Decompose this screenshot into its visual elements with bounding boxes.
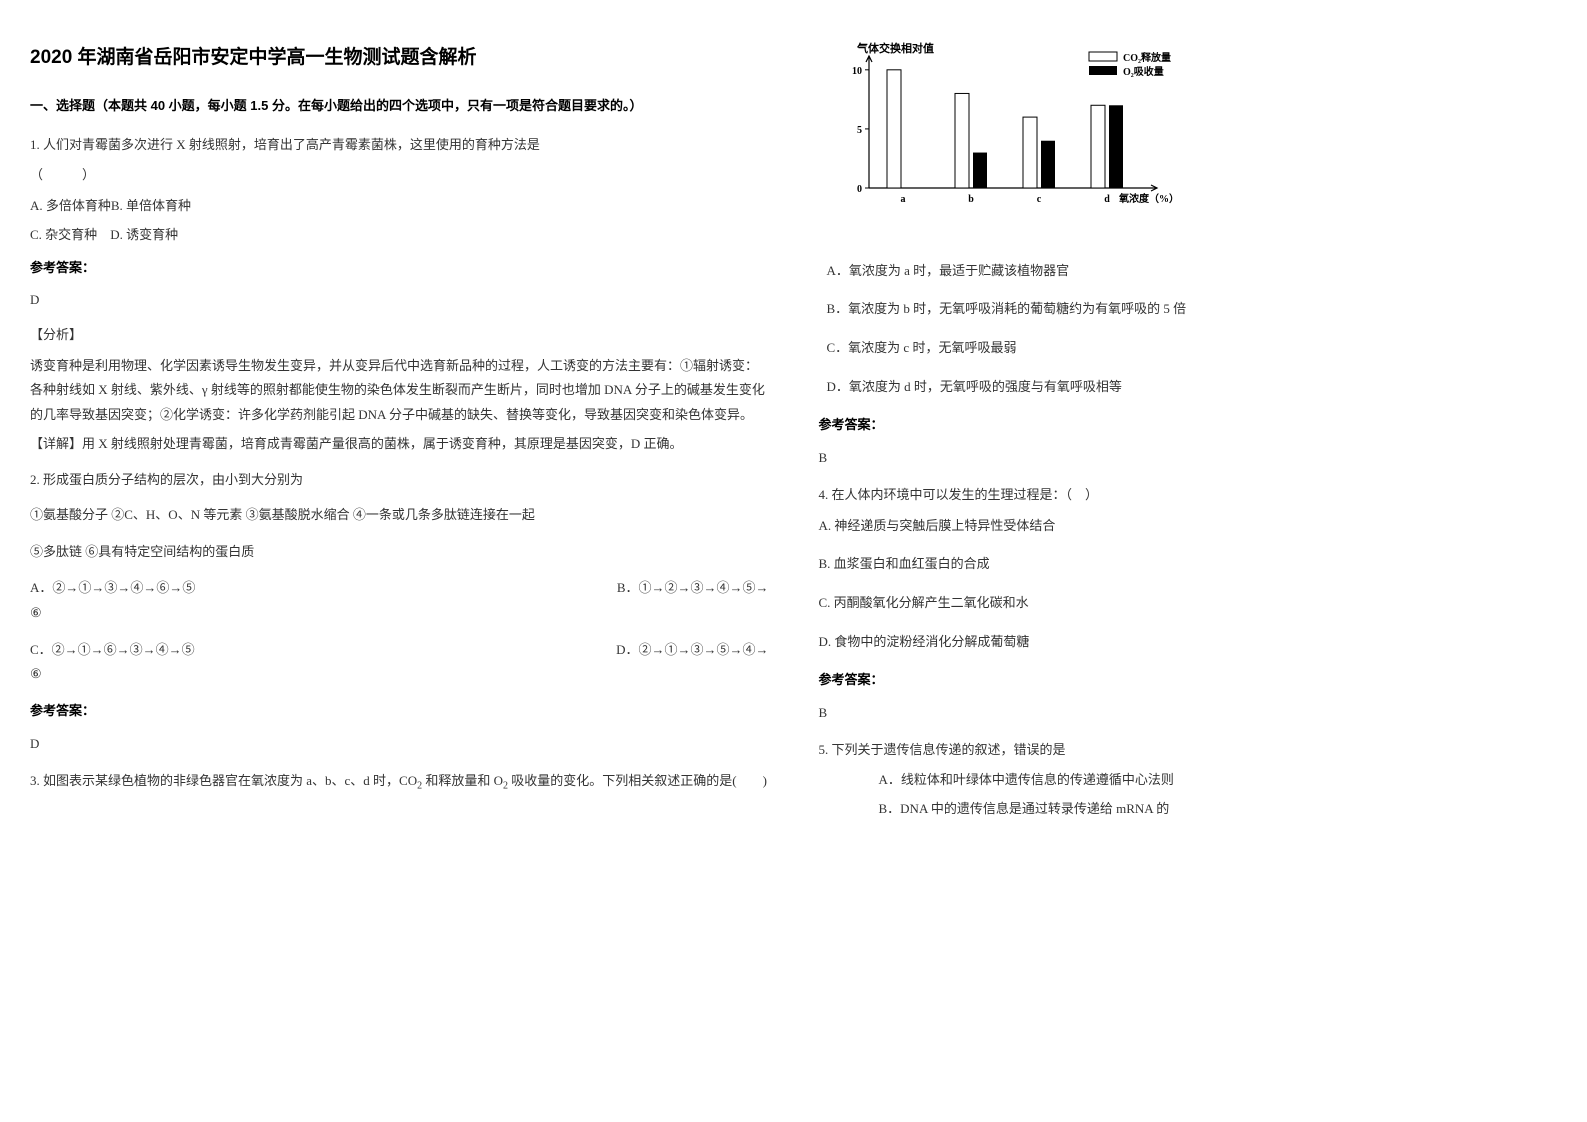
q2-stem: 2. 形成蛋白质分子结构的层次，由小到大分别为 [30, 468, 769, 493]
q1-analysis-head: 【分析】 [30, 323, 769, 348]
svg-text:氧浓度（%）: 氧浓度（%） [1118, 192, 1179, 205]
q1-row2: C. 杂交育种 D. 诱变育种 [30, 223, 769, 248]
q1-opt-d: D. 诱变育种 [110, 227, 178, 242]
left-column: 2020 年湖南省岳阳市安定中学高一生物测试题含解析 一、选择题（本题共 40 … [30, 40, 769, 834]
q1-row1: A. 多倍体育种B. 单倍体育种 [30, 194, 769, 219]
question-4: 4. 在人体内环境中可以发生的生理过程是：（ ） A. 神经递质与突触后膜上特异… [819, 483, 1558, 726]
q4-opt-a: A. 神经递质与突触后膜上特异性受体结合 [819, 514, 1558, 539]
bar-chart: 气体交换相对值 0 5 10 a b c d 氧浓度（%） CO₂释放量O₂吸收量 [839, 40, 1269, 210]
q2-row-cd: C．②→①→⑥→③→④→⑤ D．②→①→③→⑤→④→ [30, 638, 769, 663]
q2-answer-label: 参考答案： [30, 699, 769, 724]
q3-mid: 和释放量和 O [422, 773, 503, 788]
q1-stem: 1. 人们对青霉菌多次进行 X 射线照射，培育出了高产青霉素菌株，这里使用的育种… [30, 133, 769, 158]
q2-circled-1: ①氨基酸分子 ②C、H、O、N 等元素 ③氨基酸脱水缩合 ④一条或几条多肽链连接… [30, 503, 769, 528]
q3-opt-d: D．氧浓度为 d 时，无氧呼吸的强度与有氧呼吸相等 [827, 375, 1558, 400]
q1-paren: （ ） [30, 163, 769, 188]
q2-opt-d2: ⑥ [30, 662, 769, 687]
q3-stem: 3. 如图表示某绿色植物的非绿色器官在氧浓度为 a、b、c、d 时，CO2 和释… [30, 769, 769, 796]
svg-text:c: c [1036, 194, 1041, 205]
q3-opt-b: B．氧浓度为 b 时，无氧呼吸消耗的葡萄糖约为有氧呼吸的 5 倍 [827, 297, 1558, 322]
q4-opt-d: D. 食物中的淀粉经消化分解成葡萄糖 [819, 630, 1558, 655]
q1-opt-c: C. 杂交育种 [30, 227, 97, 242]
q1-analysis-2: 【详解】用 X 射线照射处理青霉菌，培育成青霉菌产量很高的菌株，属于诱变育种，其… [30, 432, 769, 457]
q2-opt-b2: ⑥ [30, 601, 769, 626]
q2-opt-d: D．②→①→③→⑤→④→ [616, 638, 768, 663]
svg-text:b: b [968, 194, 974, 205]
q2-opt-b: B．①→②→③→④→⑤→ [617, 576, 769, 601]
question-2: 2. 形成蛋白质分子结构的层次，由小到大分别为 ①氨基酸分子 ②C、H、O、N … [30, 468, 769, 756]
svg-text:a: a [900, 194, 905, 205]
question-5: 5. 下列关于遗传信息传递的叙述，错误的是 A．线粒体和叶绿体中遗传信息的传递遵… [819, 738, 1558, 822]
q3-opt-a: A．氧浓度为 a 时，最适于贮藏该植物器官 [827, 259, 1558, 284]
q3-opt-c: C．氧浓度为 c 时，无氧呼吸最弱 [827, 336, 1558, 361]
q5-opt-a: A．线粒体和叶绿体中遗传信息的传递遵循中心法则 [879, 768, 1558, 793]
q4-opt-c: C. 丙酮酸氧化分解产生二氧化碳和水 [819, 591, 1558, 616]
chart-wrapper: 气体交换相对值 0 5 10 a b c d 氧浓度（%） CO₂释放量O₂吸收量 [819, 40, 1558, 259]
page: 2020 年湖南省岳阳市安定中学高一生物测试题含解析 一、选择题（本题共 40 … [30, 40, 1557, 834]
svg-text:0: 0 [857, 184, 862, 195]
q5-opt-b: B．DNA 中的遗传信息是通过转录传递给 mRNA 的 [879, 797, 1558, 822]
q1-opt-b: B. 单倍体育种 [111, 198, 191, 213]
q2-opt-a: A．②→①→③→④→⑥→⑤ [30, 576, 617, 601]
svg-text:10: 10 [852, 66, 862, 77]
q5-stem: 5. 下列关于遗传信息传递的叙述，错误的是 [819, 738, 1558, 763]
svg-text:5: 5 [857, 125, 862, 136]
q4-answer-label: 参考答案： [819, 668, 1558, 693]
q2-circled-2: ⑤多肽链 ⑥具有特定空间结构的蛋白质 [30, 540, 769, 565]
svg-text:O₂吸收量: O₂吸收量 [1123, 65, 1164, 78]
q3-post: 吸收量的变化。下列相关叙述正确的是( ) [508, 773, 767, 788]
question-1: 1. 人们对青霉菌多次进行 X 射线照射，培育出了高产青霉素菌株，这里使用的育种… [30, 133, 769, 457]
q2-answer: D [30, 732, 769, 757]
q2-opt-c: C．②→①→⑥→③→④→⑤ [30, 638, 616, 663]
svg-text:d: d [1104, 194, 1110, 205]
svg-text:CO₂释放量: CO₂释放量 [1123, 51, 1171, 64]
q4-stem: 4. 在人体内环境中可以发生的生理过程是：（ ） [819, 483, 1558, 508]
svg-text:气体交换相对值: 气体交换相对值 [856, 41, 934, 55]
q1-analysis-1: 诱变育种是利用物理、化学因素诱导生物发生变异，并从变异后代中选育新品种的过程，人… [30, 354, 769, 428]
q3-answer-label: 参考答案： [819, 413, 1558, 438]
right-column: 气体交换相对值 0 5 10 a b c d 氧浓度（%） CO₂释放量O₂吸收量 A．氧浓度为 … [819, 40, 1558, 834]
q4-opt-b: B. 血浆蛋白和血红蛋白的合成 [819, 552, 1558, 577]
q2-row-ab: A．②→①→③→④→⑥→⑤ B．①→②→③→④→⑤→ [30, 576, 769, 601]
q4-answer: B [819, 701, 1558, 726]
question-3-stem: 3. 如图表示某绿色植物的非绿色器官在氧浓度为 a、b、c、d 时，CO2 和释… [30, 769, 769, 796]
page-title: 2020 年湖南省岳阳市安定中学高一生物测试题含解析 [30, 40, 769, 76]
section-header: 一、选择题（本题共 40 小题，每小题 1.5 分。在每小题给出的四个选项中，只… [30, 94, 769, 119]
q1-answer-label: 参考答案： [30, 256, 769, 281]
q1-opt-a: A. 多倍体育种 [30, 198, 111, 213]
question-3-options: A．氧浓度为 a 时，最适于贮藏该植物器官 B．氧浓度为 b 时，无氧呼吸消耗的… [819, 259, 1558, 471]
q3-pre: 3. 如图表示某绿色植物的非绿色器官在氧浓度为 a、b、c、d 时，CO [30, 773, 417, 788]
q1-answer: D [30, 288, 769, 313]
q3-answer: B [819, 446, 1558, 471]
